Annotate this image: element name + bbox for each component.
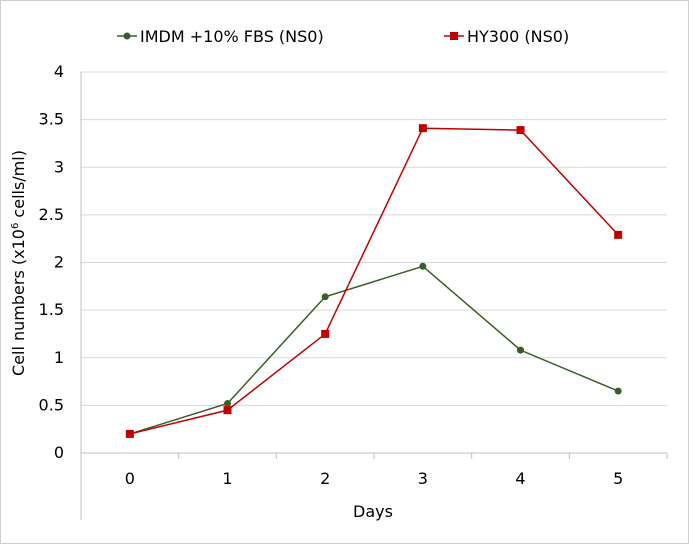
x-tick-label-2: 2 [320,469,330,488]
y-axis-label-tail: cells/ml) [9,150,28,223]
data-point-1-1 [223,406,232,415]
x-tick-label-1: 1 [222,469,232,488]
data-point-0-3 [419,262,427,270]
data-point-1-5 [614,230,623,239]
gridlines [81,71,667,406]
y-tick-label-4: 2 [54,253,64,272]
data-point-1-3 [418,124,427,133]
x-tick-label-4: 4 [515,469,525,488]
data-point-0-2 [321,293,329,301]
y-tick-label-3: 1.5 [39,300,64,319]
x-tick-label-3: 3 [418,469,428,488]
y-tick-label-2: 1 [54,348,64,367]
legend-label-hy300: HY300 (NS0) [467,27,569,46]
data-point-0-5 [614,387,622,395]
y-tick-label-8: 4 [54,62,64,81]
y-axis-label-main: Cell numbers (x10 [9,229,28,376]
series-1 [125,124,623,438]
y-tick-label-5: 2.5 [39,205,64,224]
y-tick-label-0: 0 [54,443,64,462]
legend: IMDM +10% FBS (NS0) HY300 (NS0) [117,27,569,46]
y-tick-label-1: 0.5 [39,395,64,414]
x-axis-label: Days [353,502,393,521]
x-tick-labels: 0 1 2 3 4 5 [125,469,624,488]
y-axis-label-superscript: 6 [10,223,21,229]
y-tick-labels: 0 0.5 1 1.5 2 2.5 3 3.5 4 [39,62,64,462]
data-point-1-0 [125,429,134,438]
y-tick-label-7: 3.5 [39,110,64,129]
series-group [125,124,623,438]
data-point-1-2 [321,329,330,338]
legend-item-imdm: IMDM +10% FBS (NS0) [117,27,324,46]
axes [80,72,668,520]
y-tick-label-6: 3 [54,157,64,176]
legend-item-hy300: HY300 (NS0) [444,27,569,46]
data-point-0-1 [224,399,231,407]
legend-marker-hy300 [450,32,458,40]
series-line-0 [129,265,619,435]
legend-label-imdm: IMDM +10% FBS (NS0) [140,27,324,46]
y-axis-label: Cell numbers (x106 cells/ml) [9,150,28,376]
data-point-0-4 [517,346,524,354]
series-line-1 [129,127,619,435]
legend-marker-imdm [123,32,131,40]
x-tick-label-0: 0 [125,469,135,488]
x-tick-label-5: 5 [613,469,623,488]
data-point-1-4 [516,126,525,135]
